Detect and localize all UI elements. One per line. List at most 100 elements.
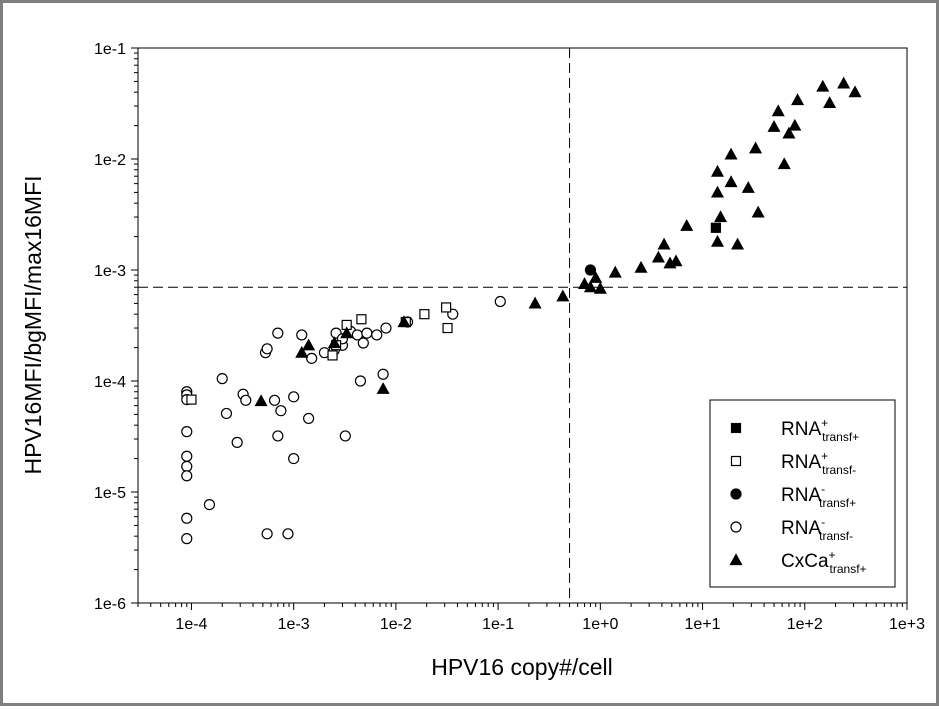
data-point xyxy=(376,382,390,394)
legend-label: RNA+ transf- xyxy=(781,449,856,477)
y-tick-label: 1e-3 xyxy=(94,263,126,280)
data-point xyxy=(203,498,216,511)
data-point xyxy=(593,281,607,294)
data-point xyxy=(782,126,796,139)
data-point xyxy=(710,185,725,198)
legend-label-base: CxCa xyxy=(781,551,829,572)
legend: RNA+ transf+RNA+ transf-RNA-transf+RNA-tra… xyxy=(709,399,896,588)
data-point xyxy=(837,76,851,89)
data-point xyxy=(724,175,738,188)
y-axis-label: HPV16MFI/bgMFI/max16MFI xyxy=(20,175,46,474)
y-tick-label: 1e-2 xyxy=(94,152,126,169)
legend-label-sup: - xyxy=(821,515,825,529)
y-tick-label: 1e-1 xyxy=(94,41,126,58)
data-points xyxy=(181,76,862,545)
data-point xyxy=(380,322,392,334)
legend-marker xyxy=(729,553,743,566)
legend-label: RNA-transf- xyxy=(781,515,853,543)
data-point xyxy=(216,373,228,385)
data-point xyxy=(181,512,193,524)
data-point xyxy=(261,528,273,540)
data-point xyxy=(442,322,453,334)
data-point xyxy=(419,309,430,320)
data-point xyxy=(608,265,622,278)
data-point xyxy=(528,296,542,309)
legend-label-sub: transf+ xyxy=(822,430,859,444)
legend-label-sub: transf- xyxy=(819,529,853,543)
data-point xyxy=(634,260,648,273)
data-point xyxy=(577,277,592,289)
y-tick-label: 1e-6 xyxy=(94,596,126,613)
data-point xyxy=(295,345,309,358)
data-point xyxy=(441,302,452,313)
data-point xyxy=(657,237,671,250)
x-tick-label: 1e+0 xyxy=(582,616,618,633)
legend-label-base: RNA xyxy=(781,419,821,440)
data-point xyxy=(589,271,603,283)
axis-ticks: 1e-4 1e-3 1e-2 1e-1 1e+0 1e+1 1e+2 1e+3 1e-6 1e-5… xyxy=(94,41,925,633)
data-point xyxy=(231,436,243,448)
data-point xyxy=(296,329,308,341)
x-tick-label: 1e-4 xyxy=(175,616,207,633)
data-point xyxy=(767,120,781,132)
y-tick-label: 1e-4 xyxy=(94,374,126,391)
data-point xyxy=(583,280,597,293)
legend-marker xyxy=(730,488,742,500)
data-point xyxy=(848,85,862,98)
data-point xyxy=(749,141,763,154)
data-point xyxy=(340,326,354,339)
reference-lines xyxy=(138,48,907,603)
legend-label: RNA-transf+ xyxy=(781,482,856,510)
x-axis-label: HPV16 copy#/cell xyxy=(431,654,613,680)
data-point xyxy=(494,295,506,308)
data-point xyxy=(680,219,694,231)
data-point xyxy=(181,426,193,438)
data-point xyxy=(181,533,193,545)
data-point xyxy=(651,250,665,263)
data-point xyxy=(288,452,300,465)
data-point xyxy=(710,234,725,247)
data-point xyxy=(556,289,570,302)
data-point xyxy=(771,104,785,117)
x-tick-label: 1e+1 xyxy=(685,616,721,633)
legend-marker xyxy=(730,455,742,467)
data-point xyxy=(741,181,755,193)
data-point xyxy=(181,460,193,473)
data-point xyxy=(282,528,294,540)
legend-marker xyxy=(730,521,742,533)
data-point xyxy=(361,327,373,339)
data-point xyxy=(816,79,830,92)
data-point xyxy=(268,394,281,406)
x-tick-label: 1e-1 xyxy=(482,616,514,633)
data-point xyxy=(306,352,318,364)
legend-label-base: RNA xyxy=(781,518,821,539)
data-point xyxy=(710,164,725,177)
x-tick-label: 1e-3 xyxy=(278,616,310,633)
data-point xyxy=(220,407,233,420)
y-tick-label: 1e-5 xyxy=(94,485,126,502)
legend-label: CxCa+ transf+ xyxy=(781,548,867,576)
data-point xyxy=(371,329,383,341)
data-point xyxy=(339,430,351,442)
data-point xyxy=(724,147,738,160)
data-point xyxy=(791,93,805,106)
data-point xyxy=(275,405,287,417)
legend-label-sub: transf+ xyxy=(830,562,867,576)
data-point xyxy=(357,337,369,349)
legend-marker xyxy=(730,422,742,434)
legend-label-sup: + xyxy=(821,416,828,430)
x-tick-label: 1e+2 xyxy=(787,616,823,633)
legend-label-sub: transf- xyxy=(822,463,856,477)
data-point xyxy=(181,450,193,462)
legend-label-sub: transf+ xyxy=(819,496,856,510)
legend-label-sup: + xyxy=(829,548,836,562)
data-point xyxy=(186,394,197,405)
data-point xyxy=(669,254,683,267)
data-point xyxy=(777,157,791,170)
x-tick-label: 1e+3 xyxy=(889,616,925,633)
legend-label-sup: - xyxy=(821,482,825,496)
legend-label-base: RNA xyxy=(781,452,821,473)
data-point xyxy=(397,315,411,328)
data-point xyxy=(327,336,341,349)
